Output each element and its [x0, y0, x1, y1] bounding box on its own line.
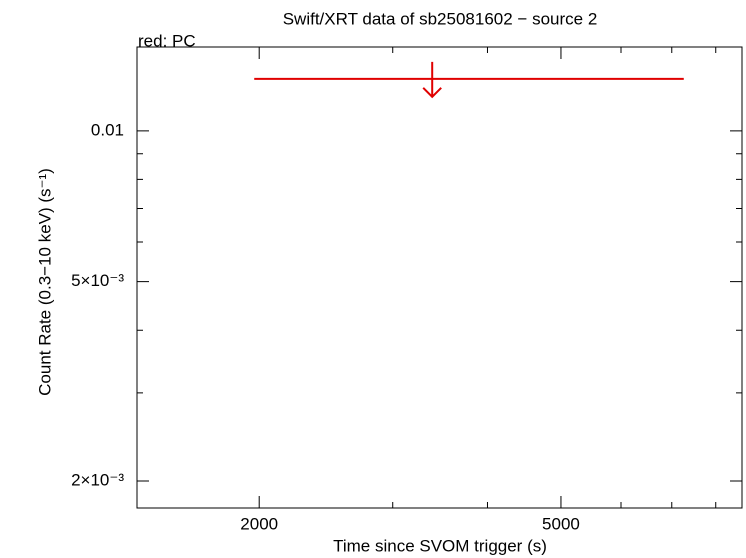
y-tick-label: 0.01: [91, 120, 124, 139]
x-tick-label: 2000: [240, 514, 278, 533]
x-axis-label: Time since SVOM trigger (s): [333, 536, 547, 555]
y-tick-label: 5×10⁻³: [71, 271, 124, 290]
y-tick-label: 2×10⁻³: [71, 471, 124, 490]
upper-limit-arrow: [422, 61, 442, 99]
legend: red: PC: [138, 31, 196, 50]
y-axis-label: Count Rate (0.3−10 keV) (s⁻¹): [35, 168, 54, 396]
plot-frame: [136, 46, 743, 509]
x-tick-label: 5000: [542, 514, 580, 533]
chart-title: Swift/XRT data of sb25081602 − source 2: [283, 9, 598, 28]
